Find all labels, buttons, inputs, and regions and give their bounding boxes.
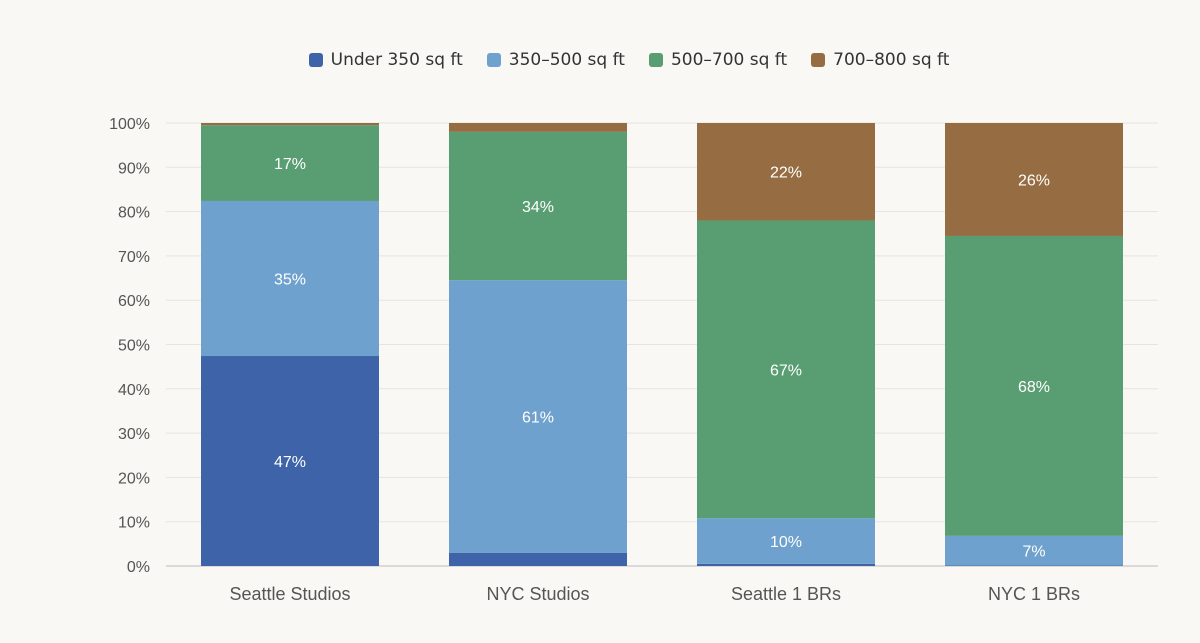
y-tick-label-3: 30% <box>118 426 150 443</box>
bar-segment-0-0 <box>201 356 379 566</box>
x-category-label-1: NYC Studios <box>486 584 589 604</box>
legend-label-under-350: Under 350 sq ft <box>330 50 463 70</box>
y-tick-label-2: 20% <box>118 470 150 487</box>
y-tick-label-5: 50% <box>118 338 150 355</box>
y-tick-label-8: 80% <box>118 205 150 222</box>
bar-label-3-3: 26% <box>1018 172 1050 189</box>
bar-segment-3-3 <box>945 123 1123 236</box>
legend-label-500-700: 500–700 sq ft <box>670 50 788 70</box>
bar-label-0-2: 17% <box>274 156 306 173</box>
legend-label-700-800: 700–800 sq ft <box>833 50 950 70</box>
legend-swatch-under-350 <box>308 53 323 67</box>
bar-label-3-2: 68% <box>1018 379 1050 396</box>
bar-segment-1-2 <box>449 131 627 281</box>
y-tick-label-10: 100% <box>109 116 150 133</box>
bar-segment-2-0 <box>697 563 875 566</box>
y-tick-label-7: 70% <box>118 249 150 266</box>
legend-item-under-350: Under 350 sq ft <box>308 50 463 70</box>
bar-segment-0-2 <box>201 125 379 201</box>
bar-segment-1-0 <box>449 552 627 566</box>
legend-swatch-500-700 <box>648 53 663 67</box>
bar-segment-3-1 <box>945 535 1123 566</box>
bar-label-0-0: 47% <box>274 454 306 471</box>
legend-label-350-500: 350–500 sq ft <box>508 50 625 70</box>
bar-segment-2-1 <box>697 518 875 564</box>
bar-segment-3-2 <box>945 235 1123 536</box>
y-tick-label-6: 60% <box>118 293 150 310</box>
bar-segment-2-2 <box>697 220 875 519</box>
y-tick-label-1: 10% <box>118 515 150 532</box>
bar-label-1-1: 61% <box>522 409 554 426</box>
x-category-label-3: NYC 1 BRs <box>988 584 1080 604</box>
bar-label-2-2: 67% <box>770 362 802 379</box>
bar-label-0-1: 35% <box>274 271 306 288</box>
bar-label-2-3: 22% <box>770 165 802 182</box>
y-tick-label-4: 40% <box>118 382 150 399</box>
bar-segment-2-3 <box>697 123 875 221</box>
bar-segment-1-3 <box>449 123 627 132</box>
y-tick-label-0: 0% <box>127 559 150 576</box>
legend-swatch-700-800 <box>811 53 826 67</box>
bar-segment-0-1 <box>201 200 379 357</box>
legend-item-350-500: 350–500 sq ft <box>486 50 625 70</box>
bar-label-2-1: 10% <box>770 534 802 551</box>
legend-swatch-350-500 <box>486 53 501 67</box>
bar-label-1-2: 34% <box>522 199 554 216</box>
bar-segment-0-3 <box>201 123 379 126</box>
legend-item-700-800: 700–800 sq ft <box>811 50 949 70</box>
bar-label-3-1: 7% <box>1022 544 1045 561</box>
x-category-label-0: Seattle Studios <box>229 584 350 604</box>
chart-legend: Under 350 sq ft 350–500 sq ft 500–700 sq… <box>0 50 1200 70</box>
x-category-label-2: Seattle 1 BRs <box>731 584 841 604</box>
bar-segment-1-1 <box>449 280 627 553</box>
legend-item-500-700: 500–700 sq ft <box>648 50 788 70</box>
y-tick-label-9: 90% <box>118 160 150 177</box>
